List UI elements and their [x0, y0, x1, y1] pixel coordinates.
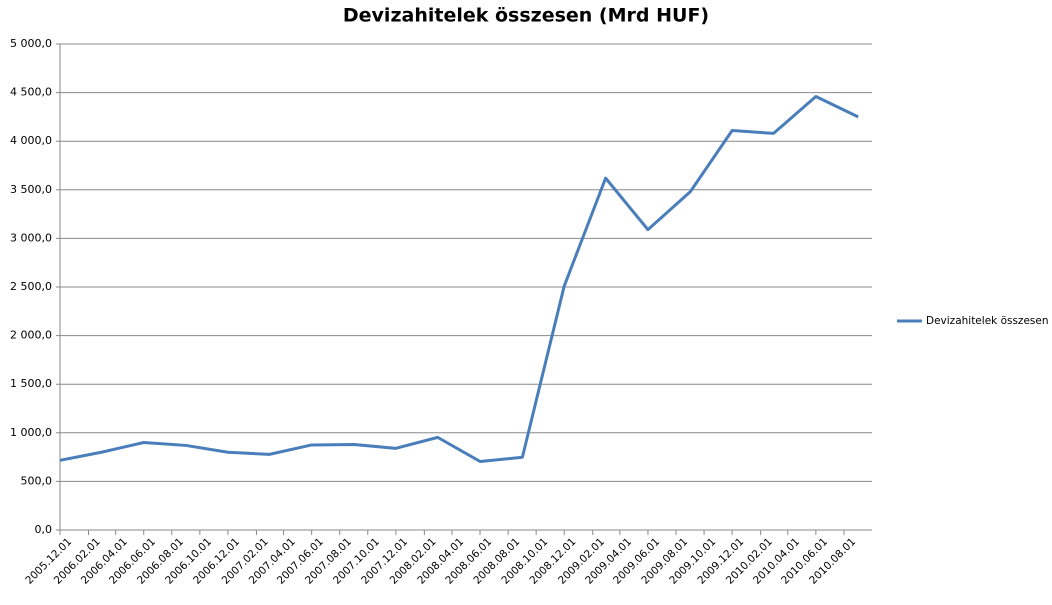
y-tick-label: 500,0 [21, 474, 53, 487]
chart-title: Devizahitelek összesen (Mrd HUF) [343, 5, 709, 27]
y-tick-label: 4 500,0 [10, 86, 52, 99]
line [59, 94, 859, 463]
y-tick-label: 1 000,0 [10, 426, 52, 439]
y-tick-label: 1 500,0 [10, 377, 52, 390]
y-tick-label: 2 500,0 [10, 280, 52, 293]
y-tick-label: 0,0 [35, 523, 53, 536]
y-tick-label: 2 000,0 [10, 329, 52, 342]
y-tick-label: 5 000,0 [10, 37, 52, 50]
y-tick-label: 3 000,0 [10, 231, 52, 244]
y-tick-label: 4 000,0 [10, 134, 52, 147]
legend-label: Devizahitelek összesen [926, 315, 1049, 327]
y-tick-label: 3 500,0 [10, 183, 52, 196]
